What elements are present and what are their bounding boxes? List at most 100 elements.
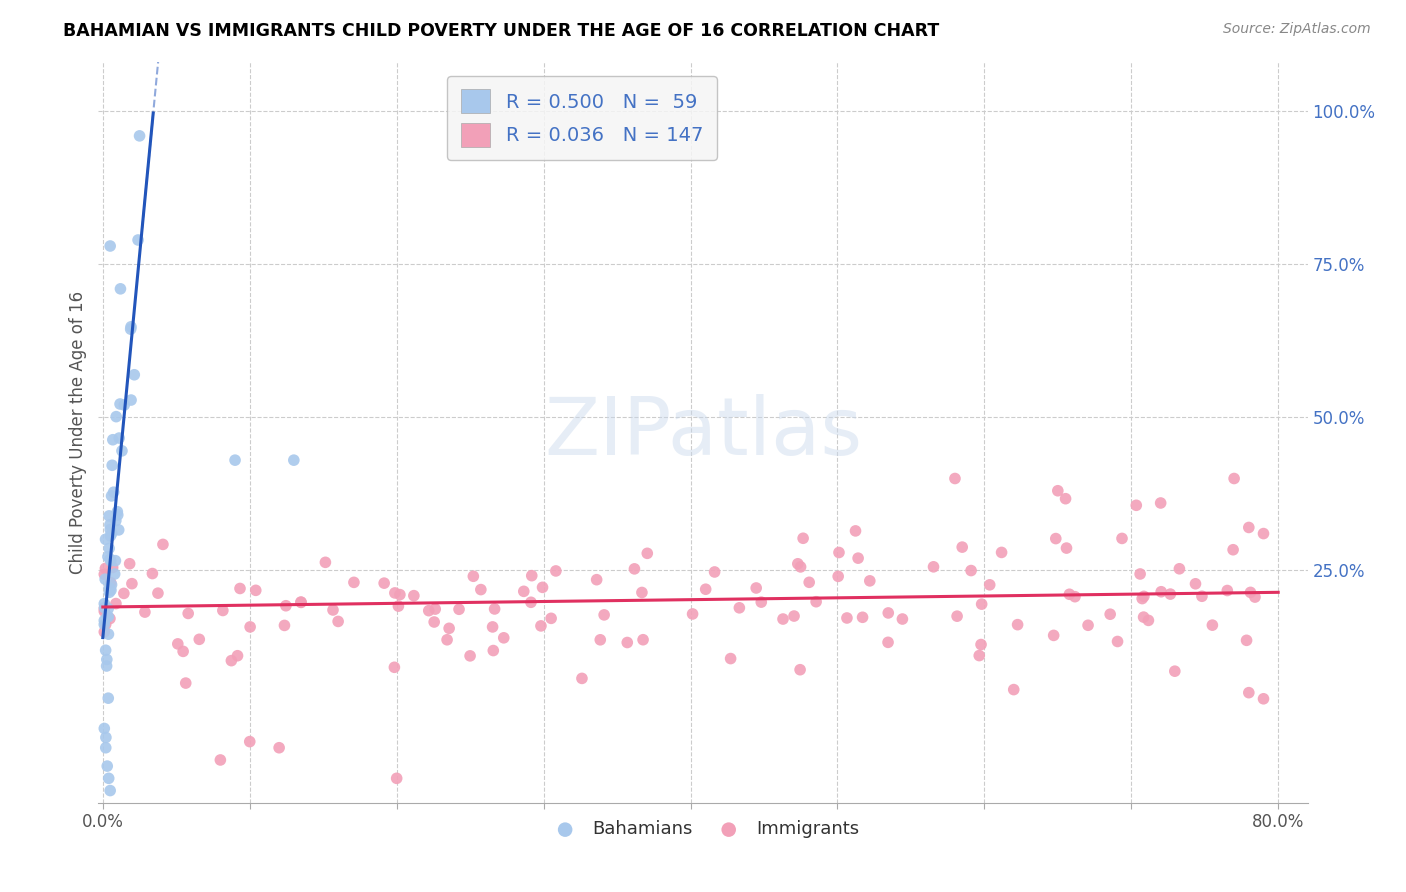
Point xyxy=(100,578,122,592)
Point xyxy=(1222,542,1244,557)
Point xyxy=(1184,576,1206,591)
Point xyxy=(1054,491,1077,506)
Point xyxy=(111,443,134,458)
Point xyxy=(1132,610,1154,624)
Point xyxy=(1168,562,1191,576)
Point xyxy=(110,282,132,296)
Point xyxy=(1164,664,1187,678)
Point xyxy=(844,524,866,538)
Point xyxy=(1111,532,1133,546)
Point xyxy=(835,611,858,625)
Point xyxy=(520,568,543,582)
Point xyxy=(273,618,295,632)
Point xyxy=(101,458,124,473)
Point xyxy=(98,239,121,253)
Point xyxy=(544,564,567,578)
Point xyxy=(1237,520,1260,534)
Point xyxy=(1130,591,1153,606)
Point xyxy=(121,576,143,591)
Point xyxy=(98,611,121,625)
Point xyxy=(343,575,366,590)
Point xyxy=(112,586,135,600)
Point xyxy=(93,624,115,639)
Point xyxy=(616,635,638,649)
Point xyxy=(593,607,616,622)
Point xyxy=(789,560,811,574)
Point xyxy=(209,753,232,767)
Point xyxy=(101,560,124,574)
Point xyxy=(97,601,120,615)
Point xyxy=(100,529,122,543)
Point xyxy=(425,602,447,616)
Point xyxy=(1216,583,1239,598)
Point xyxy=(97,772,120,786)
Point xyxy=(970,638,993,652)
Point xyxy=(1059,587,1081,601)
Point xyxy=(93,617,115,632)
Text: ZIPatlas: ZIPatlas xyxy=(544,393,862,472)
Point xyxy=(174,676,197,690)
Point xyxy=(749,595,772,609)
Point xyxy=(631,632,654,647)
Point xyxy=(728,600,751,615)
Point xyxy=(166,637,188,651)
Point xyxy=(1064,590,1087,604)
Point xyxy=(120,392,142,407)
Point xyxy=(314,555,336,569)
Point xyxy=(100,489,122,503)
Point xyxy=(979,578,1001,592)
Point xyxy=(107,523,129,537)
Point xyxy=(623,562,645,576)
Point xyxy=(1042,628,1064,642)
Point xyxy=(384,586,406,600)
Point xyxy=(1253,526,1275,541)
Point xyxy=(423,615,446,629)
Point xyxy=(98,541,121,556)
Point xyxy=(946,609,969,624)
Text: Source: ZipAtlas.com: Source: ZipAtlas.com xyxy=(1223,22,1371,37)
Point xyxy=(436,632,458,647)
Point xyxy=(1237,686,1260,700)
Point xyxy=(100,583,122,598)
Point xyxy=(695,582,717,597)
Point xyxy=(108,431,131,445)
Point xyxy=(118,557,141,571)
Point xyxy=(1150,584,1173,599)
Point xyxy=(322,603,344,617)
Point xyxy=(851,610,873,624)
Point xyxy=(1191,589,1213,603)
Point xyxy=(112,398,135,412)
Point xyxy=(1129,566,1152,581)
Point xyxy=(274,599,297,613)
Point xyxy=(891,612,914,626)
Point xyxy=(97,609,120,624)
Point xyxy=(1253,691,1275,706)
Point xyxy=(585,573,607,587)
Point xyxy=(387,599,409,613)
Point xyxy=(792,531,814,545)
Point xyxy=(290,595,312,609)
Point xyxy=(1125,498,1147,512)
Point xyxy=(827,569,849,583)
Point xyxy=(1107,634,1129,648)
Point xyxy=(96,652,118,666)
Point xyxy=(859,574,882,588)
Point xyxy=(120,322,142,336)
Point xyxy=(745,581,768,595)
Point xyxy=(290,595,312,609)
Point xyxy=(94,643,117,657)
Point xyxy=(93,600,115,615)
Point xyxy=(134,605,156,619)
Point xyxy=(94,561,117,575)
Point xyxy=(682,607,704,621)
Point xyxy=(447,602,470,616)
Point xyxy=(128,128,150,143)
Point xyxy=(1002,682,1025,697)
Point xyxy=(877,606,900,620)
Point xyxy=(531,580,554,594)
Point xyxy=(458,648,481,663)
Point xyxy=(384,660,406,674)
Point xyxy=(877,635,900,649)
Point xyxy=(1150,496,1173,510)
Point xyxy=(93,614,115,628)
